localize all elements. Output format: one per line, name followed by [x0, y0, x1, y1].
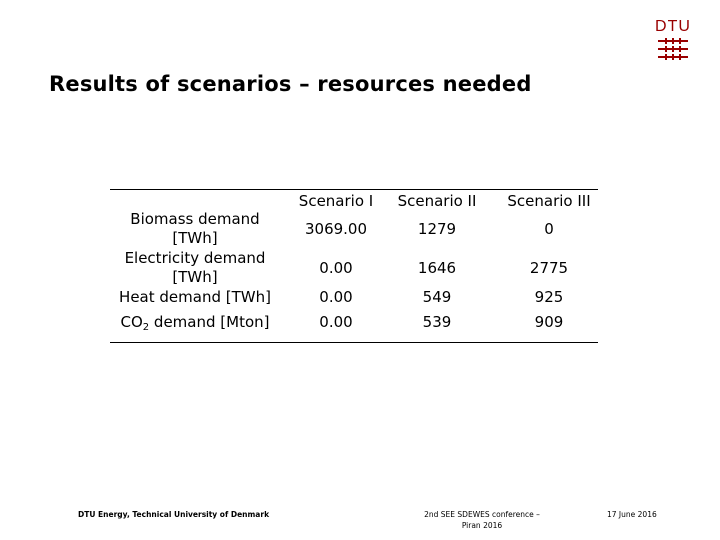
row-label-electricity: Electricity demand [TWh] [124, 249, 266, 286]
footer-organization: DTU Energy, Technical University of Denm… [78, 510, 270, 519]
cell-heat-3: 925 [534, 288, 564, 306]
cell-biomass-2: 1279 [417, 220, 457, 238]
cell-electricity-2: 1646 [417, 259, 457, 277]
logo-text: DTU [655, 18, 691, 35]
header-scenario-3: Scenario III [507, 192, 591, 210]
row-label-heat: Heat demand [TWh] [119, 288, 271, 306]
header-scenario-1: Scenario I [298, 192, 374, 210]
cell-electricity-1: 0.00 [319, 259, 353, 277]
footer-conference: 2nd SEE SDEWES conference – Piran 2016 [424, 510, 540, 530]
cell-biomass-1: 3069.00 [304, 220, 368, 238]
row-label-biomass: Biomass demand [TWh] [130, 210, 260, 247]
dtu-logo-icon [658, 38, 688, 60]
cell-electricity-3: 2775 [529, 259, 569, 277]
results-table: Scenario I Scenario II Scenario III Biom… [110, 189, 598, 343]
cell-biomass-3: 0 [544, 220, 554, 238]
dtu-logo: DTU [655, 18, 691, 60]
cell-co2-1: 0.00 [319, 313, 353, 331]
cell-co2-2: 539 [422, 313, 452, 331]
header-scenario-2: Scenario II [397, 192, 477, 210]
footer-date: 17 June 2016 [607, 510, 657, 519]
slide-title: Results of scenarios – resources needed [49, 72, 532, 96]
cell-co2-3: 909 [534, 313, 564, 331]
cell-heat-1: 0.00 [319, 288, 353, 306]
row-label-co2: CO2 demand [Mton] [120, 313, 270, 333]
cell-heat-2: 549 [422, 288, 452, 306]
